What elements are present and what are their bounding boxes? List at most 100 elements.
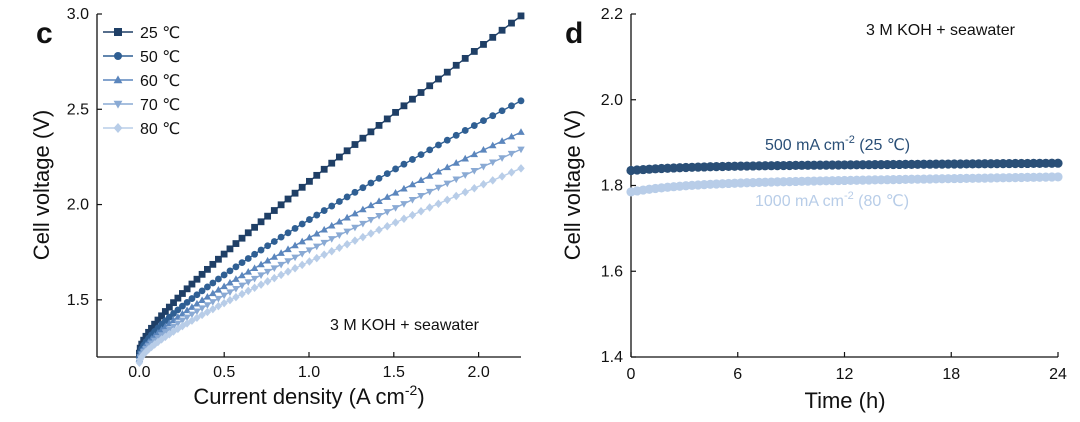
c-data-point	[214, 285, 223, 293]
legend-label: 60 ℃	[140, 73, 180, 90]
c-data-point	[343, 193, 351, 201]
c-data-point	[291, 225, 299, 232]
legend-marker	[113, 100, 123, 109]
c-data-point	[204, 283, 211, 291]
c-data-point	[151, 320, 159, 328]
c-data-point	[409, 156, 416, 163]
c-data-point	[417, 89, 425, 96]
c-data-point	[461, 54, 469, 62]
c-data-point	[203, 307, 212, 317]
c-data-point	[408, 197, 417, 204]
c-data-point	[392, 108, 399, 116]
c-data-point	[443, 136, 451, 144]
c-data-point	[425, 188, 434, 196]
c-data-point	[320, 225, 328, 233]
d-x-tick-label: 12	[836, 366, 854, 383]
c-data-point	[244, 255, 252, 262]
c-data-point	[498, 107, 506, 115]
c-data-point	[328, 159, 336, 167]
c-data-point	[226, 295, 234, 305]
c-data-point	[351, 236, 359, 245]
c-data-point	[244, 229, 252, 237]
c-data-point	[284, 258, 292, 265]
c-data-point	[508, 19, 515, 27]
c-data-point	[209, 279, 217, 287]
c-data-point	[517, 128, 525, 135]
c-data-point	[335, 243, 344, 252]
c-data-point	[351, 141, 359, 148]
c-data-point	[498, 26, 506, 34]
c-data-point	[257, 272, 265, 280]
d-x-tick-label: 6	[733, 366, 742, 383]
c-data-point	[136, 355, 144, 364]
c-data-point	[178, 321, 187, 331]
c-data-point	[517, 97, 525, 105]
c-y-tick-label: 2.5	[67, 101, 89, 118]
c-data-point	[203, 302, 212, 309]
c-data-point	[400, 201, 408, 208]
c-data-point	[193, 299, 201, 307]
c-data-point	[284, 229, 292, 237]
c-x-tick-label: 0.0	[128, 364, 150, 381]
c-data-point	[375, 197, 383, 205]
c-data-point	[188, 311, 196, 319]
c-data-point	[238, 282, 246, 290]
c-data-point	[417, 151, 425, 159]
c-data-point	[257, 246, 265, 254]
c-data-point	[470, 48, 478, 55]
c-data-point	[498, 137, 506, 144]
c-data-point	[479, 180, 488, 189]
c-x-tick-label: 0.5	[213, 364, 235, 381]
c-data-point	[284, 245, 292, 253]
c-data-point	[425, 203, 434, 212]
c-data-point	[277, 270, 285, 280]
c-data-point	[215, 255, 222, 263]
c-data-point	[383, 221, 391, 231]
c-data-point	[183, 314, 191, 322]
c-data-point	[426, 146, 434, 154]
c-data-point	[232, 263, 240, 271]
c-data-point	[226, 278, 234, 286]
c-data-point	[443, 163, 452, 171]
c-data-point	[183, 306, 191, 314]
c-data-point	[144, 345, 153, 354]
c-data-point	[480, 41, 487, 48]
d-data-point	[1053, 158, 1063, 168]
c-data-point	[220, 271, 228, 279]
c-data-point	[408, 210, 417, 220]
c-data-point	[232, 240, 240, 247]
c-data-point	[434, 167, 443, 175]
c-data-point	[198, 310, 206, 320]
c-data-point	[251, 250, 258, 258]
c-data-point	[400, 214, 408, 224]
c-data-point	[327, 236, 336, 243]
c-data-point	[263, 268, 272, 276]
c-data-point	[232, 292, 240, 302]
c-data-point	[188, 316, 196, 325]
c-data-point	[238, 271, 246, 279]
d-x-tick-label: 24	[1049, 366, 1067, 383]
c-data-point	[375, 213, 383, 220]
c-data-point	[198, 287, 206, 295]
d-series-label-1000: 1000 mA cm-2 (80 ℃)	[755, 190, 909, 210]
c-data-point	[343, 213, 351, 221]
legend-label: 50 ℃	[140, 49, 180, 66]
c-data-point	[383, 193, 391, 200]
c-data-point	[335, 153, 343, 161]
c-data-point	[291, 264, 299, 273]
c-data-point	[489, 112, 497, 120]
c-data-point	[204, 265, 211, 273]
c-data-point	[498, 155, 506, 162]
legend-marker	[114, 28, 122, 36]
c-data-point	[452, 61, 460, 69]
chart-d: d 0 6 12 18 24 1.4 1.6 1.8 2.0 2.2 3 M KOH + seaw…	[560, 6, 1067, 413]
c-data-point	[417, 176, 425, 184]
c-data-point	[461, 187, 469, 197]
c-data-point	[400, 160, 408, 168]
c-data-point	[417, 207, 425, 216]
c-data-point	[263, 277, 272, 286]
c-data-point	[391, 218, 400, 227]
c-data-point	[383, 170, 391, 178]
c-data-point	[470, 183, 479, 193]
